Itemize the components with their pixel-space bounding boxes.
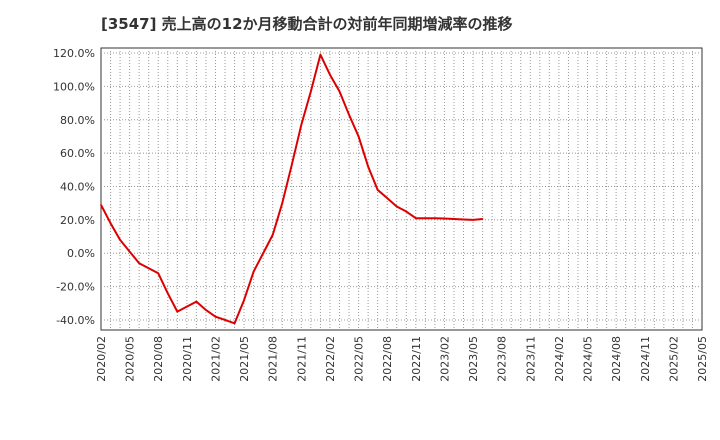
x-tick-label: 2022/02 <box>324 336 337 382</box>
data-point <box>262 252 264 255</box>
x-tick-label: 2022/08 <box>381 336 394 382</box>
data-point <box>443 217 446 220</box>
data-point <box>224 319 226 321</box>
y-tick-label: 60.0% <box>60 147 95 160</box>
data-point <box>271 234 274 236</box>
data-point <box>243 299 245 301</box>
x-axis: 2020/02 2020/05 2020/08 2020/11 2021/02 2021/… <box>95 336 709 382</box>
data-point <box>176 310 179 313</box>
data-point <box>147 267 150 270</box>
data-point <box>319 53 322 56</box>
grid-lines <box>101 48 702 330</box>
data-point <box>453 218 455 220</box>
data-point <box>281 202 284 204</box>
chart-title: [3547] 売上高の12か月移動合計の対前年同期増減率の推移 <box>101 15 513 33</box>
data-point <box>128 250 131 253</box>
x-tick-label: 2023/08 <box>496 336 509 382</box>
data-point <box>434 217 436 220</box>
y-tick-label: 40.0% <box>60 180 95 193</box>
data-point <box>100 204 102 206</box>
x-tick-label: 2025/02 <box>667 336 680 382</box>
x-tick-label: 2025/05 <box>696 336 709 382</box>
x-tick-label: 2023/11 <box>524 336 537 382</box>
x-tick-label: 2024/05 <box>582 336 595 382</box>
data-point <box>348 113 350 116</box>
data-point <box>205 309 207 311</box>
data-point <box>166 292 169 295</box>
x-tick-label: 2021/11 <box>295 336 308 382</box>
data-point <box>109 222 112 225</box>
plot-area <box>100 47 703 331</box>
data-point <box>376 189 379 191</box>
x-tick-label: 2020/11 <box>181 336 194 382</box>
data-point <box>290 164 293 166</box>
x-tick-label: 2024/02 <box>553 336 566 382</box>
data-point <box>138 262 140 265</box>
data-point <box>367 165 369 168</box>
data-point <box>462 218 465 221</box>
data-point <box>214 315 217 318</box>
data-point <box>157 272 160 275</box>
x-tick-label: 2020/02 <box>95 336 108 382</box>
data-point <box>119 239 121 241</box>
data-point <box>424 217 427 220</box>
x-tick-label: 2021/02 <box>209 336 222 382</box>
y-tick-label: 20.0% <box>60 214 95 227</box>
data-point <box>395 205 398 208</box>
data-point <box>195 300 198 303</box>
x-tick-label: 2023/02 <box>438 336 451 382</box>
x-tick-label: 2022/11 <box>410 336 423 382</box>
data-point <box>300 123 303 126</box>
y-axis: 120.0% 100.0% 80.0% 60.0% 40.0% 20.0% 0.0% -20.… <box>53 47 95 327</box>
y-tick-label: 100.0% <box>53 80 95 93</box>
y-tick-label: -40.0% <box>56 314 95 327</box>
data-point <box>481 218 484 220</box>
y-tick-label: -20.0% <box>56 281 95 294</box>
data-point <box>338 90 341 93</box>
data-point <box>310 90 312 93</box>
y-tick-label: 80.0% <box>60 114 95 127</box>
data-point <box>233 322 236 325</box>
data-point <box>186 305 188 308</box>
data-point <box>405 210 408 213</box>
x-tick-label: 2023/05 <box>467 336 480 382</box>
x-tick-label: 2020/08 <box>152 336 165 382</box>
y-tick-label: 120.0% <box>53 47 95 60</box>
data-point <box>357 135 360 138</box>
x-tick-label: 2021/05 <box>238 336 251 382</box>
data-point <box>472 219 474 221</box>
series-layer <box>100 53 484 325</box>
x-tick-label: 2022/05 <box>353 336 366 382</box>
data-point <box>252 270 255 273</box>
x-tick-label: 2021/08 <box>267 336 280 382</box>
x-tick-label: 2020/05 <box>124 336 137 382</box>
x-tick-label: 2024/08 <box>610 336 623 382</box>
data-point <box>329 73 331 76</box>
x-tick-label: 2024/11 <box>639 336 652 382</box>
data-point <box>386 197 388 199</box>
data-point <box>415 217 417 220</box>
y-tick-label: 0.0% <box>67 247 95 260</box>
